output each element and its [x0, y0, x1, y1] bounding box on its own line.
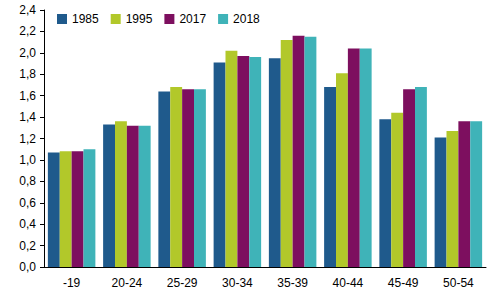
svg-text:0,6: 0,6: [19, 196, 36, 210]
svg-text:1,8: 1,8: [19, 67, 36, 81]
svg-text:45-49: 45-49: [388, 276, 419, 290]
svg-text:20-24: 20-24: [112, 276, 143, 290]
svg-text:1,6: 1,6: [19, 89, 36, 103]
svg-text:40-44: 40-44: [333, 276, 364, 290]
svg-text:1995: 1995: [126, 12, 153, 26]
svg-text:1985: 1985: [72, 12, 99, 26]
svg-text:2,0: 2,0: [19, 46, 36, 60]
svg-text:50-54: 50-54: [443, 276, 474, 290]
svg-text:1,0: 1,0: [19, 153, 36, 167]
svg-text:1,2: 1,2: [19, 132, 36, 146]
svg-text:35-39: 35-39: [277, 276, 308, 290]
svg-text:-19: -19: [63, 276, 81, 290]
svg-text:25-29: 25-29: [167, 276, 198, 290]
svg-text:2,2: 2,2: [19, 24, 36, 38]
svg-text:0,0: 0,0: [19, 260, 36, 274]
svg-text:2,4: 2,4: [19, 3, 36, 17]
svg-text:0,2: 0,2: [19, 239, 36, 253]
svg-text:0,4: 0,4: [19, 217, 36, 231]
svg-text:30-34: 30-34: [222, 276, 253, 290]
svg-text:2017: 2017: [179, 12, 206, 26]
svg-text:2018: 2018: [233, 12, 260, 26]
svg-text:0,8: 0,8: [19, 174, 36, 188]
svg-text:1,4: 1,4: [19, 110, 36, 124]
